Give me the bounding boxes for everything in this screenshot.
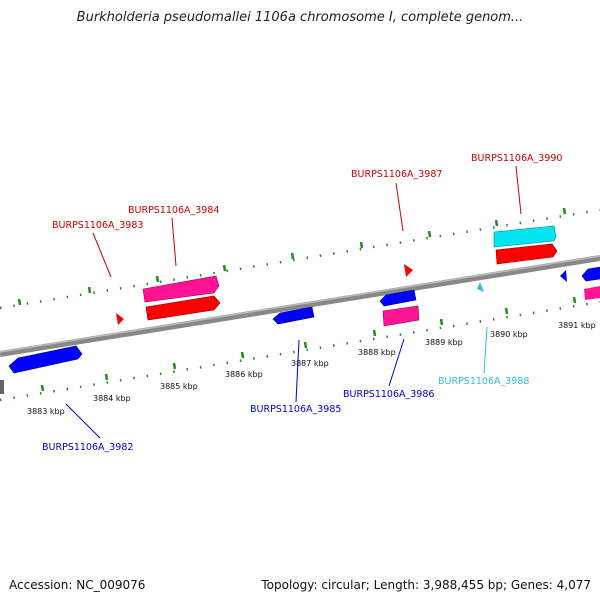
tick-label: 3887 kbp xyxy=(291,359,329,368)
map-title: Burkholderia pseudomallei 1106a chromoso… xyxy=(76,10,524,25)
gene-feature-3984-cds[interactable] xyxy=(145,295,221,321)
gene-label-3982[interactable]: BURPS1106A_3982 xyxy=(42,442,133,453)
gene-label-3983[interactable]: BURPS1106A_3983 xyxy=(52,220,143,231)
gene-feature-small-blue[interactable] xyxy=(560,270,567,282)
tick-label: 3883 kbp xyxy=(27,407,65,416)
gene-feature-3986[interactable] xyxy=(379,289,417,307)
backbone-end-marker xyxy=(0,380,4,394)
gene-feature-3982[interactable] xyxy=(8,345,83,374)
leader-lines xyxy=(65,165,522,439)
gene-label-3986[interactable]: BURPS1106A_3986 xyxy=(343,389,434,400)
gene-label-3987[interactable]: BURPS1106A_3987 xyxy=(351,169,442,180)
gene-feature-3988[interactable] xyxy=(477,282,484,292)
tick-label: 3891 kbp xyxy=(558,321,596,330)
major-ticks xyxy=(17,207,577,392)
gene-feature-3985[interactable] xyxy=(272,306,315,325)
tick-label: 3886 kbp xyxy=(225,370,263,379)
chromosome-backbone xyxy=(0,255,600,357)
tick-label: 3890 kbp xyxy=(490,330,528,339)
tick-label: 3885 kbp xyxy=(160,382,198,391)
chromosome-backbone-highlight xyxy=(0,255,600,353)
gene-label-3990[interactable]: BURPS1106A_3990 xyxy=(471,153,562,164)
gene-feature-3984-gene[interactable] xyxy=(142,275,220,303)
tick-label: 3889 kbp xyxy=(425,338,463,347)
gene-label-3988[interactable]: BURPS1106A_3988 xyxy=(438,376,529,387)
accession-text: Accession: NC_009076 xyxy=(9,578,146,592)
gene-label-3985[interactable]: BURPS1106A_3985 xyxy=(250,404,341,415)
gene-feature-3990-cds[interactable] xyxy=(495,243,558,265)
tick-label: 3888 kbp xyxy=(358,348,396,357)
gene-feature-3983[interactable] xyxy=(116,313,124,325)
tick-label: 3884 kbp xyxy=(93,394,131,403)
genome-summary-text: Topology: circular; Length: 3,988,455 bp… xyxy=(261,578,591,592)
gene-feature-3990-rna[interactable] xyxy=(493,225,557,248)
gene-feature-right-pink[interactable] xyxy=(584,286,600,300)
gene-feature-3986-gene[interactable] xyxy=(382,305,420,327)
gene-label-3984[interactable]: BURPS1106A_3984 xyxy=(128,205,219,216)
gene-feature-3987[interactable] xyxy=(404,264,413,277)
gene-feature-right-blue[interactable] xyxy=(581,266,600,282)
